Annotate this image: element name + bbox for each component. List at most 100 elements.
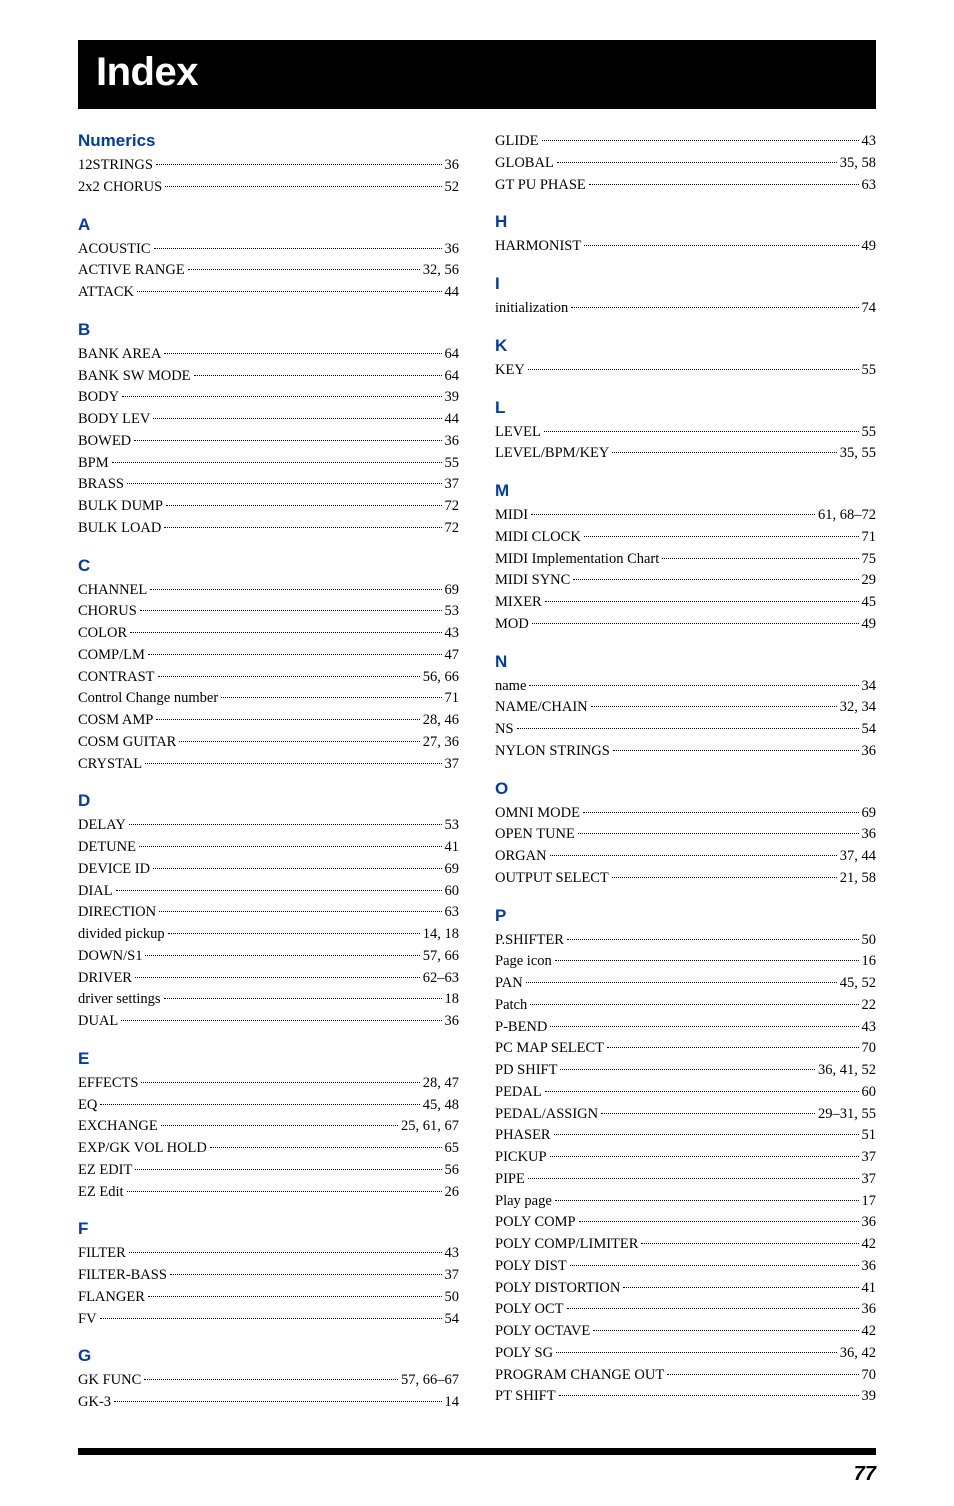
index-entry: FLANGER 50 <box>78 1287 459 1309</box>
index-pages: 36, 42 <box>840 1343 876 1365</box>
index-entry: EFFECTS 28, 47 <box>78 1073 459 1095</box>
index-pages: 45, 52 <box>840 973 876 995</box>
dot-leader <box>612 452 836 453</box>
index-entry: DIAL 60 <box>78 881 459 903</box>
index-pages: 72 <box>445 496 460 518</box>
index-term: MIDI SYNC <box>495 570 570 592</box>
dot-leader <box>544 431 859 432</box>
index-term: BODY <box>78 387 119 409</box>
index-entry: NAME/CHAIN 32, 34 <box>495 697 876 719</box>
index-term: DIAL <box>78 881 113 903</box>
index-pages: 65 <box>445 1138 460 1160</box>
index-pages: 61, 68–72 <box>818 505 876 527</box>
index-entry: MOD 49 <box>495 614 876 636</box>
index-entry: Control Change number 71 <box>78 688 459 710</box>
index-pages: 27, 36 <box>423 732 459 754</box>
index-pages: 70 <box>862 1365 877 1387</box>
index-term: CRYSTAL <box>78 754 142 776</box>
dot-leader <box>567 1308 859 1309</box>
index-term: DOWN/S1 <box>78 946 142 968</box>
index-pages: 39 <box>445 387 460 409</box>
index-group-heading: H <box>495 212 876 232</box>
dot-leader <box>579 1221 859 1222</box>
dot-leader <box>550 1026 858 1027</box>
index-pages: 29 <box>862 570 877 592</box>
index-entry: EQ 45, 48 <box>78 1095 459 1117</box>
index-entry: P-BEND 43 <box>495 1017 876 1039</box>
index-term: COSM GUITAR <box>78 732 176 754</box>
dot-leader <box>555 960 859 961</box>
index-entry: PIPE 37 <box>495 1169 876 1191</box>
index-entry: POLY COMP 36 <box>495 1212 876 1234</box>
index-term: BOWED <box>78 431 131 453</box>
index-term: FILTER <box>78 1243 126 1265</box>
dot-leader <box>137 291 441 292</box>
index-entry: NS 54 <box>495 719 876 741</box>
index-entry: DUAL 36 <box>78 1011 459 1033</box>
index-entry: driver settings 18 <box>78 989 459 1011</box>
index-term: LEVEL <box>495 422 541 444</box>
dot-leader <box>550 855 837 856</box>
dot-leader <box>165 186 441 187</box>
dot-leader <box>134 440 441 441</box>
index-term: ORGAN <box>495 846 547 868</box>
dot-leader <box>667 1374 858 1375</box>
index-pages: 55 <box>862 422 877 444</box>
index-term: BRASS <box>78 474 124 496</box>
dot-leader <box>135 1169 441 1170</box>
dot-leader <box>662 558 858 559</box>
index-entry: KEY 55 <box>495 360 876 382</box>
page-title: Index <box>96 50 198 94</box>
index-pages: 53 <box>445 815 460 837</box>
index-term: FLANGER <box>78 1287 145 1309</box>
page: Index Numerics12STRINGS 362x2 CHORUS 52A… <box>0 0 954 1506</box>
index-term: GT PU PHASE <box>495 175 586 197</box>
index-pages: 54 <box>862 719 877 741</box>
index-term: GLIDE <box>495 131 539 153</box>
index-pages: 26 <box>445 1182 460 1204</box>
index-entry: BANK SW MODE 64 <box>78 366 459 388</box>
index-entry: FILTER-BASS 37 <box>78 1265 459 1287</box>
index-entry: POLY SG 36, 42 <box>495 1343 876 1365</box>
index-pages: 44 <box>445 282 460 304</box>
index-term: DRIVER <box>78 968 132 990</box>
index-entry: ATTACK 44 <box>78 282 459 304</box>
dot-leader <box>623 1287 858 1288</box>
index-pages: 63 <box>862 175 877 197</box>
index-pages: 49 <box>862 614 877 636</box>
index-entry: DIRECTION 63 <box>78 902 459 924</box>
index-entry: POLY DISTORTION 41 <box>495 1278 876 1300</box>
index-pages: 60 <box>445 881 460 903</box>
index-term: DEVICE ID <box>78 859 150 881</box>
dot-leader <box>116 890 442 891</box>
dot-leader <box>144 1379 398 1380</box>
index-pages: 36 <box>862 824 877 846</box>
index-group-heading: F <box>78 1219 459 1239</box>
dot-leader <box>139 846 442 847</box>
index-pages: 42 <box>862 1321 877 1343</box>
index-entry: MIDI 61, 68–72 <box>495 505 876 527</box>
index-term: HARMONIST <box>495 236 581 258</box>
index-term: P.SHIFTER <box>495 930 564 952</box>
index-pages: 36 <box>862 1212 877 1234</box>
index-group-heading: M <box>495 481 876 501</box>
index-entry: PT SHIFT 39 <box>495 1386 876 1408</box>
index-term: Play page <box>495 1191 552 1213</box>
index-pages: 45 <box>862 592 877 614</box>
index-entry: DRIVER 62–63 <box>78 968 459 990</box>
index-group-heading: Numerics <box>78 131 459 151</box>
index-pages: 52 <box>445 177 460 199</box>
index-entry: OUTPUT SELECT 21, 58 <box>495 868 876 890</box>
index-pages: 74 <box>862 298 877 320</box>
dot-leader <box>526 982 837 983</box>
index-pages: 50 <box>445 1287 460 1309</box>
index-entry: PICKUP 37 <box>495 1147 876 1169</box>
index-term: DUAL <box>78 1011 118 1033</box>
index-pages: 14 <box>445 1392 460 1414</box>
index-term: EQ <box>78 1095 97 1117</box>
dot-leader <box>140 610 442 611</box>
index-term: MIXER <box>495 592 542 614</box>
index-entry: EZ EDIT 56 <box>78 1160 459 1182</box>
dot-leader <box>517 728 859 729</box>
right-column: GLIDE 43GLOBAL 35, 58GT PU PHASE 63HHARM… <box>495 131 876 1414</box>
